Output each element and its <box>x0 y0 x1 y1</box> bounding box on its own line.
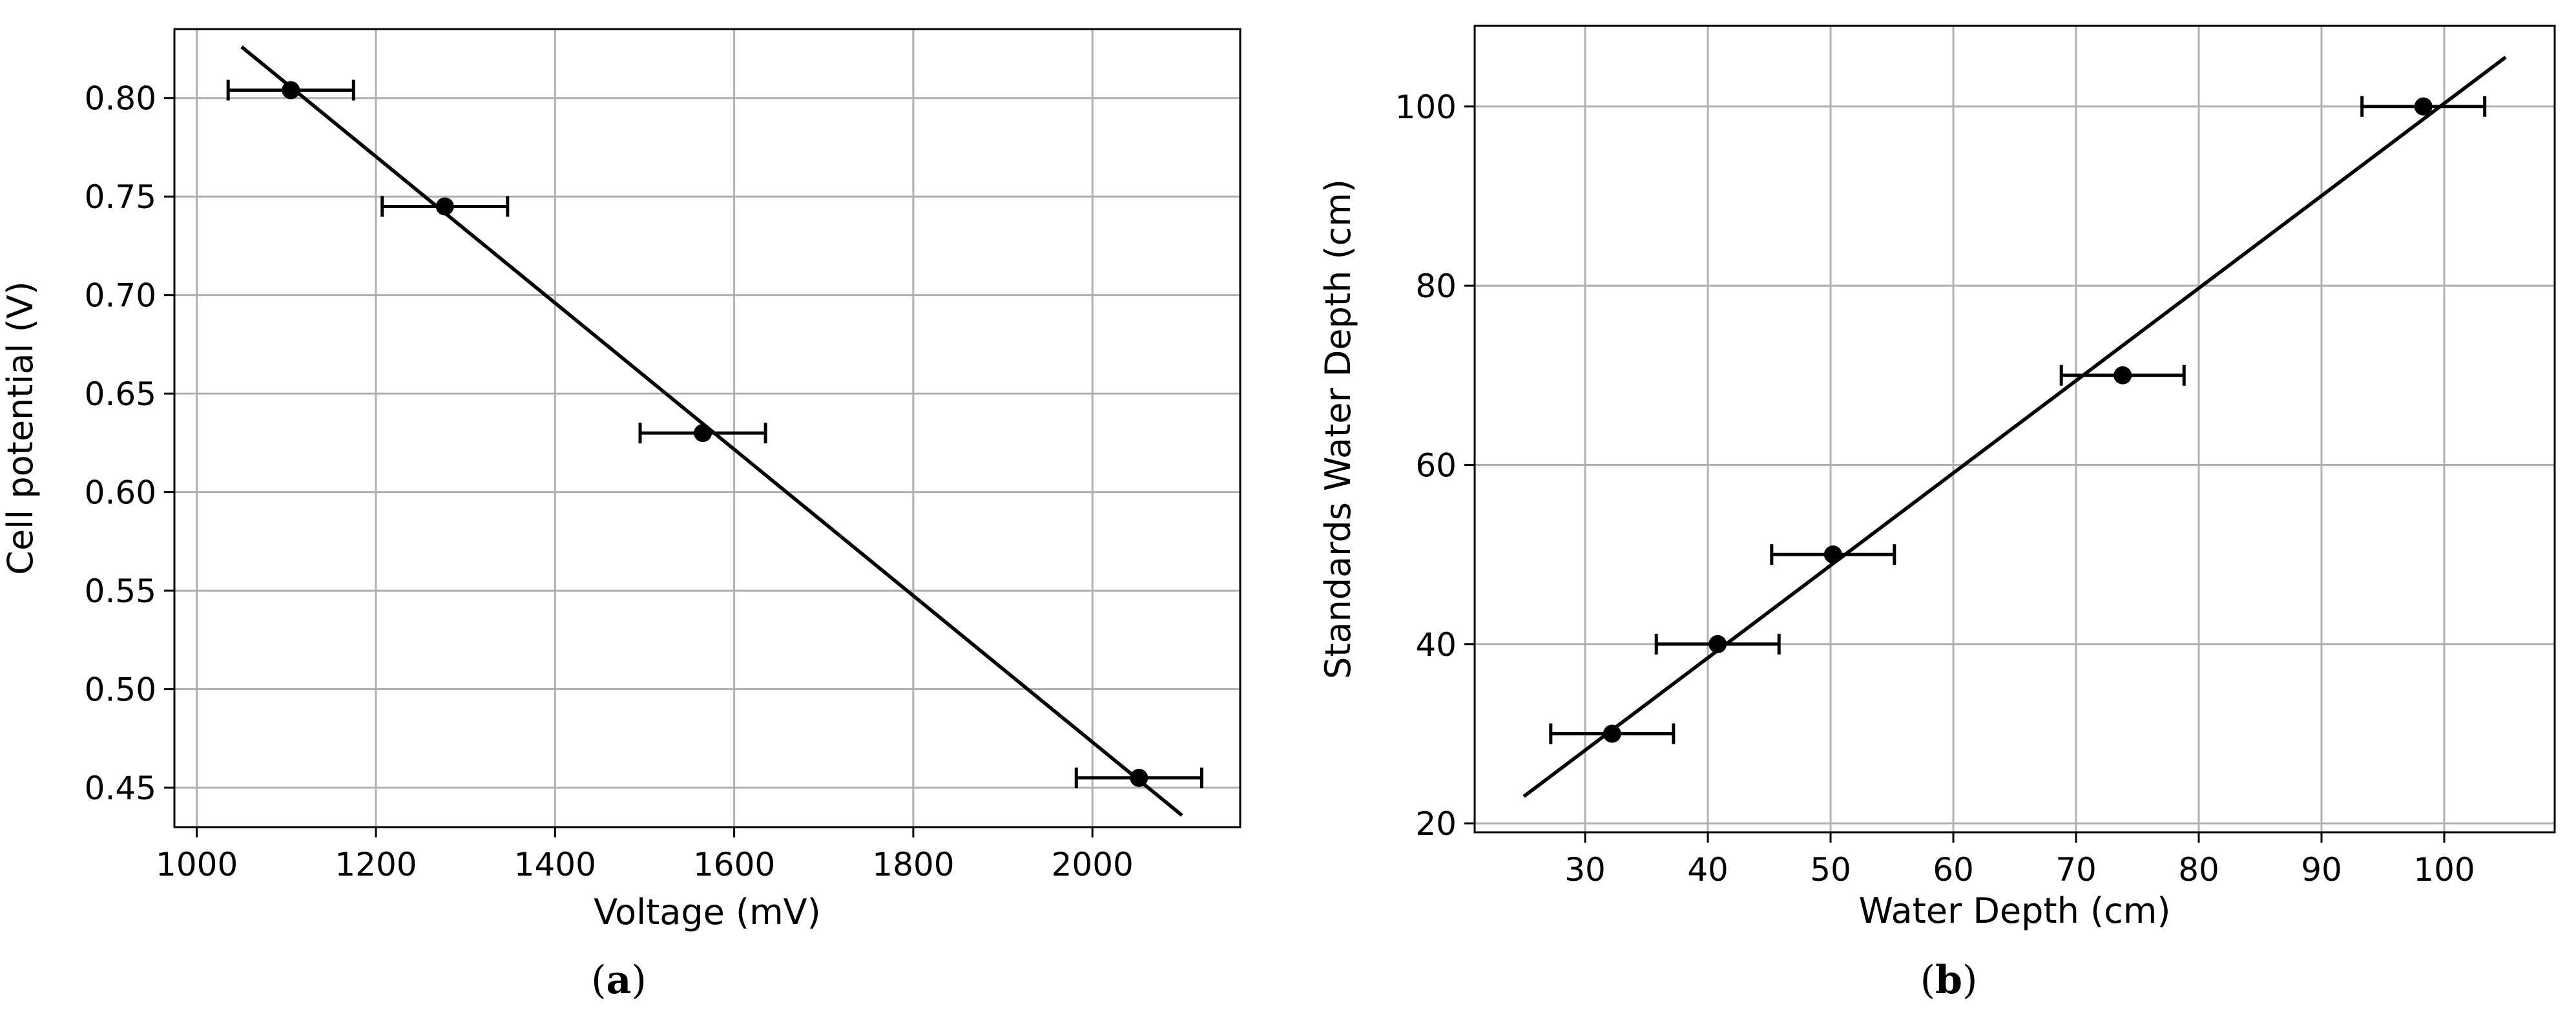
data-point <box>435 197 454 216</box>
data-point <box>1709 635 1727 653</box>
y-tick-label: 40 <box>1415 626 1457 664</box>
plot-frame <box>1473 25 2556 834</box>
fit-line <box>1522 56 2507 798</box>
x-tick-label: 70 <box>2055 851 2097 889</box>
y-tick-label: 0.70 <box>85 277 156 315</box>
panel-label: (a) <box>591 958 647 1003</box>
x-axis-label: Water Depth (cm) <box>1859 890 2171 931</box>
y-tick-label: 0.60 <box>85 474 156 512</box>
y-tick-label: 20 <box>1415 805 1457 843</box>
y-tick-label: 80 <box>1415 268 1457 305</box>
x-tick-label: 1800 <box>872 846 954 883</box>
x-tick-label: 1400 <box>514 846 596 883</box>
x-tick-label: 90 <box>2301 851 2342 889</box>
data-point <box>2114 366 2132 384</box>
y-tick-label: 0.75 <box>85 178 156 216</box>
data-point <box>1603 724 1621 743</box>
x-tick-label: 40 <box>1687 851 1729 889</box>
data-point <box>1823 545 1842 564</box>
y-tick-label: 100 <box>1395 89 1457 126</box>
data-point <box>2414 97 2433 116</box>
x-tick-label: 60 <box>1933 851 1974 889</box>
y-tick-label: 0.65 <box>85 375 156 413</box>
x-tick-label: 1000 <box>156 846 238 883</box>
data-point <box>1130 768 1148 787</box>
x-tick-label: 80 <box>2178 851 2219 889</box>
y-tick-label: 0.50 <box>85 671 156 709</box>
x-tick-label: 1600 <box>693 846 775 883</box>
data-point <box>282 81 300 100</box>
x-tick-label: 2000 <box>1052 846 1134 883</box>
x-tick-label: 30 <box>1564 851 1606 889</box>
x-tick-label: 1200 <box>335 846 417 883</box>
data-point <box>694 424 712 443</box>
y-tick-label: 60 <box>1415 447 1457 484</box>
y-axis-label: Standards Water Depth (cm) <box>1318 179 1358 679</box>
chart-panel-b: 30 40 50 60 70 80 90 100 20 40 60 80 100 Water Depth … <box>1318 25 2556 1003</box>
y-tick-label: 0.55 <box>85 573 156 610</box>
x-axis-label: Voltage (mV) <box>594 892 820 932</box>
y-tick-label: 0.80 <box>85 80 156 118</box>
panel-label: (b) <box>1920 958 1978 1003</box>
y-tick-label: 0.45 <box>85 770 156 807</box>
x-tick-label: 50 <box>1810 851 1851 889</box>
fit-line <box>240 45 1183 817</box>
x-tick-label: 100 <box>2413 851 2475 889</box>
chart-panel-a: 1000 1200 1400 1600 1800 2000 0.45 0.50 0.55 0.60… <box>0 28 1241 1003</box>
plot-frame <box>173 28 1241 828</box>
y-axis-label: Cell potential (V) <box>0 281 41 575</box>
